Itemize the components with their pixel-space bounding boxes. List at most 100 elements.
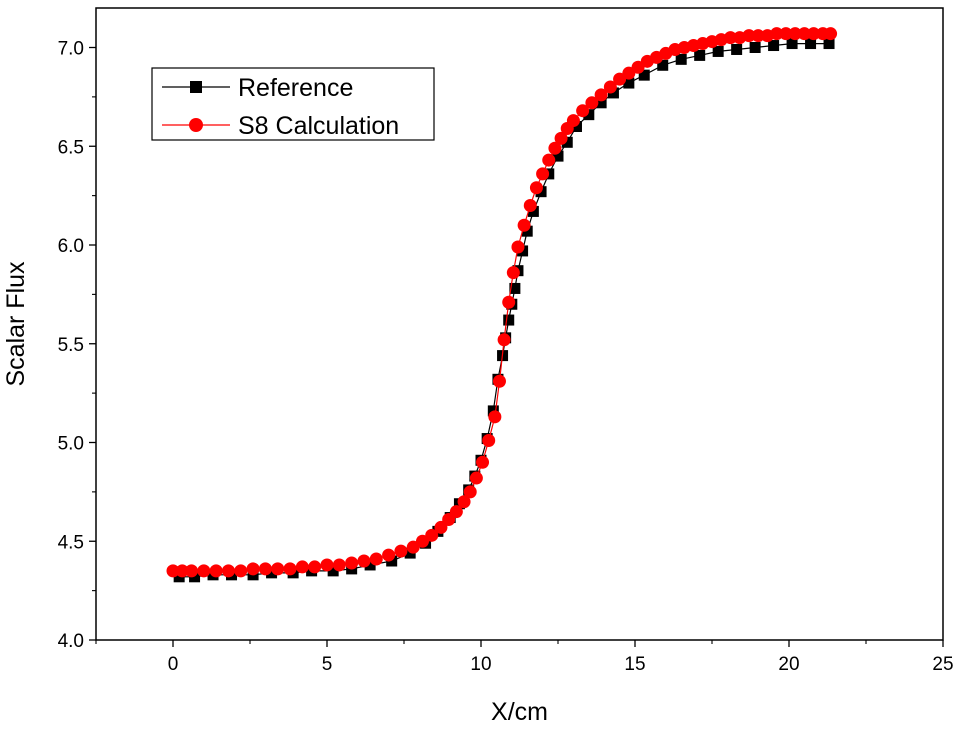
y-tick-label: 6.5 — [58, 137, 84, 158]
plot-frame — [95, 7, 944, 641]
data-point — [271, 562, 285, 576]
legend: Reference S8 Calculation — [151, 67, 435, 141]
y-tick-label: 4.5 — [58, 532, 84, 553]
data-point — [770, 27, 784, 41]
data-point — [209, 564, 223, 578]
data-point — [731, 43, 743, 55]
x-tick-label: 25 — [932, 654, 953, 675]
data-point — [295, 560, 309, 574]
data-point — [175, 564, 189, 578]
data-point — [554, 131, 568, 145]
data-point — [488, 410, 502, 424]
data-point — [364, 559, 376, 571]
data-point — [675, 53, 687, 65]
data-point — [529, 181, 543, 195]
series-reference — [173, 38, 835, 583]
data-point — [749, 42, 761, 53]
y-tick-label: 5.0 — [58, 434, 84, 455]
data-point — [246, 562, 260, 576]
legend-label: S8 Calculation — [238, 112, 399, 140]
data-point — [723, 31, 737, 45]
x-tick-label: 20 — [778, 654, 799, 675]
series-s8-calculation — [166, 27, 838, 578]
data-point — [631, 60, 645, 74]
data-point — [566, 114, 580, 128]
data-point — [622, 66, 636, 80]
data-point — [583, 109, 595, 121]
data-point — [283, 562, 297, 576]
data-point — [807, 27, 821, 41]
data-point — [509, 282, 521, 294]
data-point — [404, 547, 416, 559]
data-point — [561, 136, 573, 148]
data-point — [603, 80, 617, 94]
data-point — [449, 505, 463, 519]
data-point — [332, 558, 346, 572]
y-tick-label: 4.0 — [58, 631, 84, 652]
data-point — [824, 27, 838, 41]
data-point — [425, 528, 439, 542]
data-point — [320, 558, 334, 572]
data-point — [751, 29, 765, 43]
legend-label: Reference — [238, 74, 353, 102]
y-tick-label: 5.5 — [58, 335, 84, 356]
data-point — [742, 29, 756, 43]
data-point — [779, 27, 793, 41]
data-point — [386, 555, 398, 567]
data-point — [197, 564, 211, 578]
legend-entry: S8 Calculation — [162, 112, 399, 140]
data-point — [482, 434, 496, 448]
data-point — [657, 59, 669, 71]
data-point — [527, 205, 539, 217]
data-point — [308, 560, 322, 574]
data-point — [595, 97, 607, 109]
data-point — [823, 38, 835, 50]
legend-marker — [189, 118, 203, 132]
plot-marks — [166, 27, 838, 583]
data-point — [517, 218, 531, 232]
data-point — [234, 564, 248, 578]
data-point — [345, 556, 359, 570]
data-point — [570, 121, 582, 132]
data-point — [394, 544, 408, 558]
y-tick-label: 7.0 — [58, 39, 84, 60]
data-point — [623, 77, 635, 89]
data-point — [469, 471, 483, 485]
data-point — [166, 564, 180, 578]
data-point — [327, 565, 339, 577]
y-tick-label: 6.0 — [58, 236, 84, 257]
data-point — [463, 485, 477, 499]
data-point — [523, 199, 537, 212]
data-point — [476, 455, 490, 469]
data-point — [497, 333, 511, 347]
data-point — [607, 87, 619, 99]
data-point — [502, 295, 516, 309]
x-tick-label: 10 — [470, 654, 491, 675]
data-point — [712, 45, 724, 57]
data-point — [548, 141, 562, 155]
data-point — [694, 49, 706, 61]
data-point — [552, 150, 564, 162]
x-axis-title: X/cm — [491, 698, 548, 726]
data-point — [786, 38, 798, 50]
data-point — [382, 548, 396, 562]
data-point — [506, 266, 520, 280]
x-tick-label: 0 — [168, 654, 179, 675]
data-point — [585, 96, 599, 110]
legend-marker — [190, 81, 202, 93]
data-point — [184, 564, 198, 578]
data-point — [457, 495, 471, 509]
data-point — [805, 38, 817, 50]
data-point — [511, 240, 525, 254]
data-point — [415, 534, 429, 548]
data-point — [173, 571, 185, 583]
data-point — [576, 104, 590, 118]
data-point — [369, 552, 383, 566]
data-point — [594, 88, 608, 102]
data-point — [503, 314, 515, 326]
data-point — [221, 564, 235, 578]
data-point — [788, 27, 802, 41]
data-point — [266, 567, 278, 579]
data-point — [189, 571, 201, 583]
